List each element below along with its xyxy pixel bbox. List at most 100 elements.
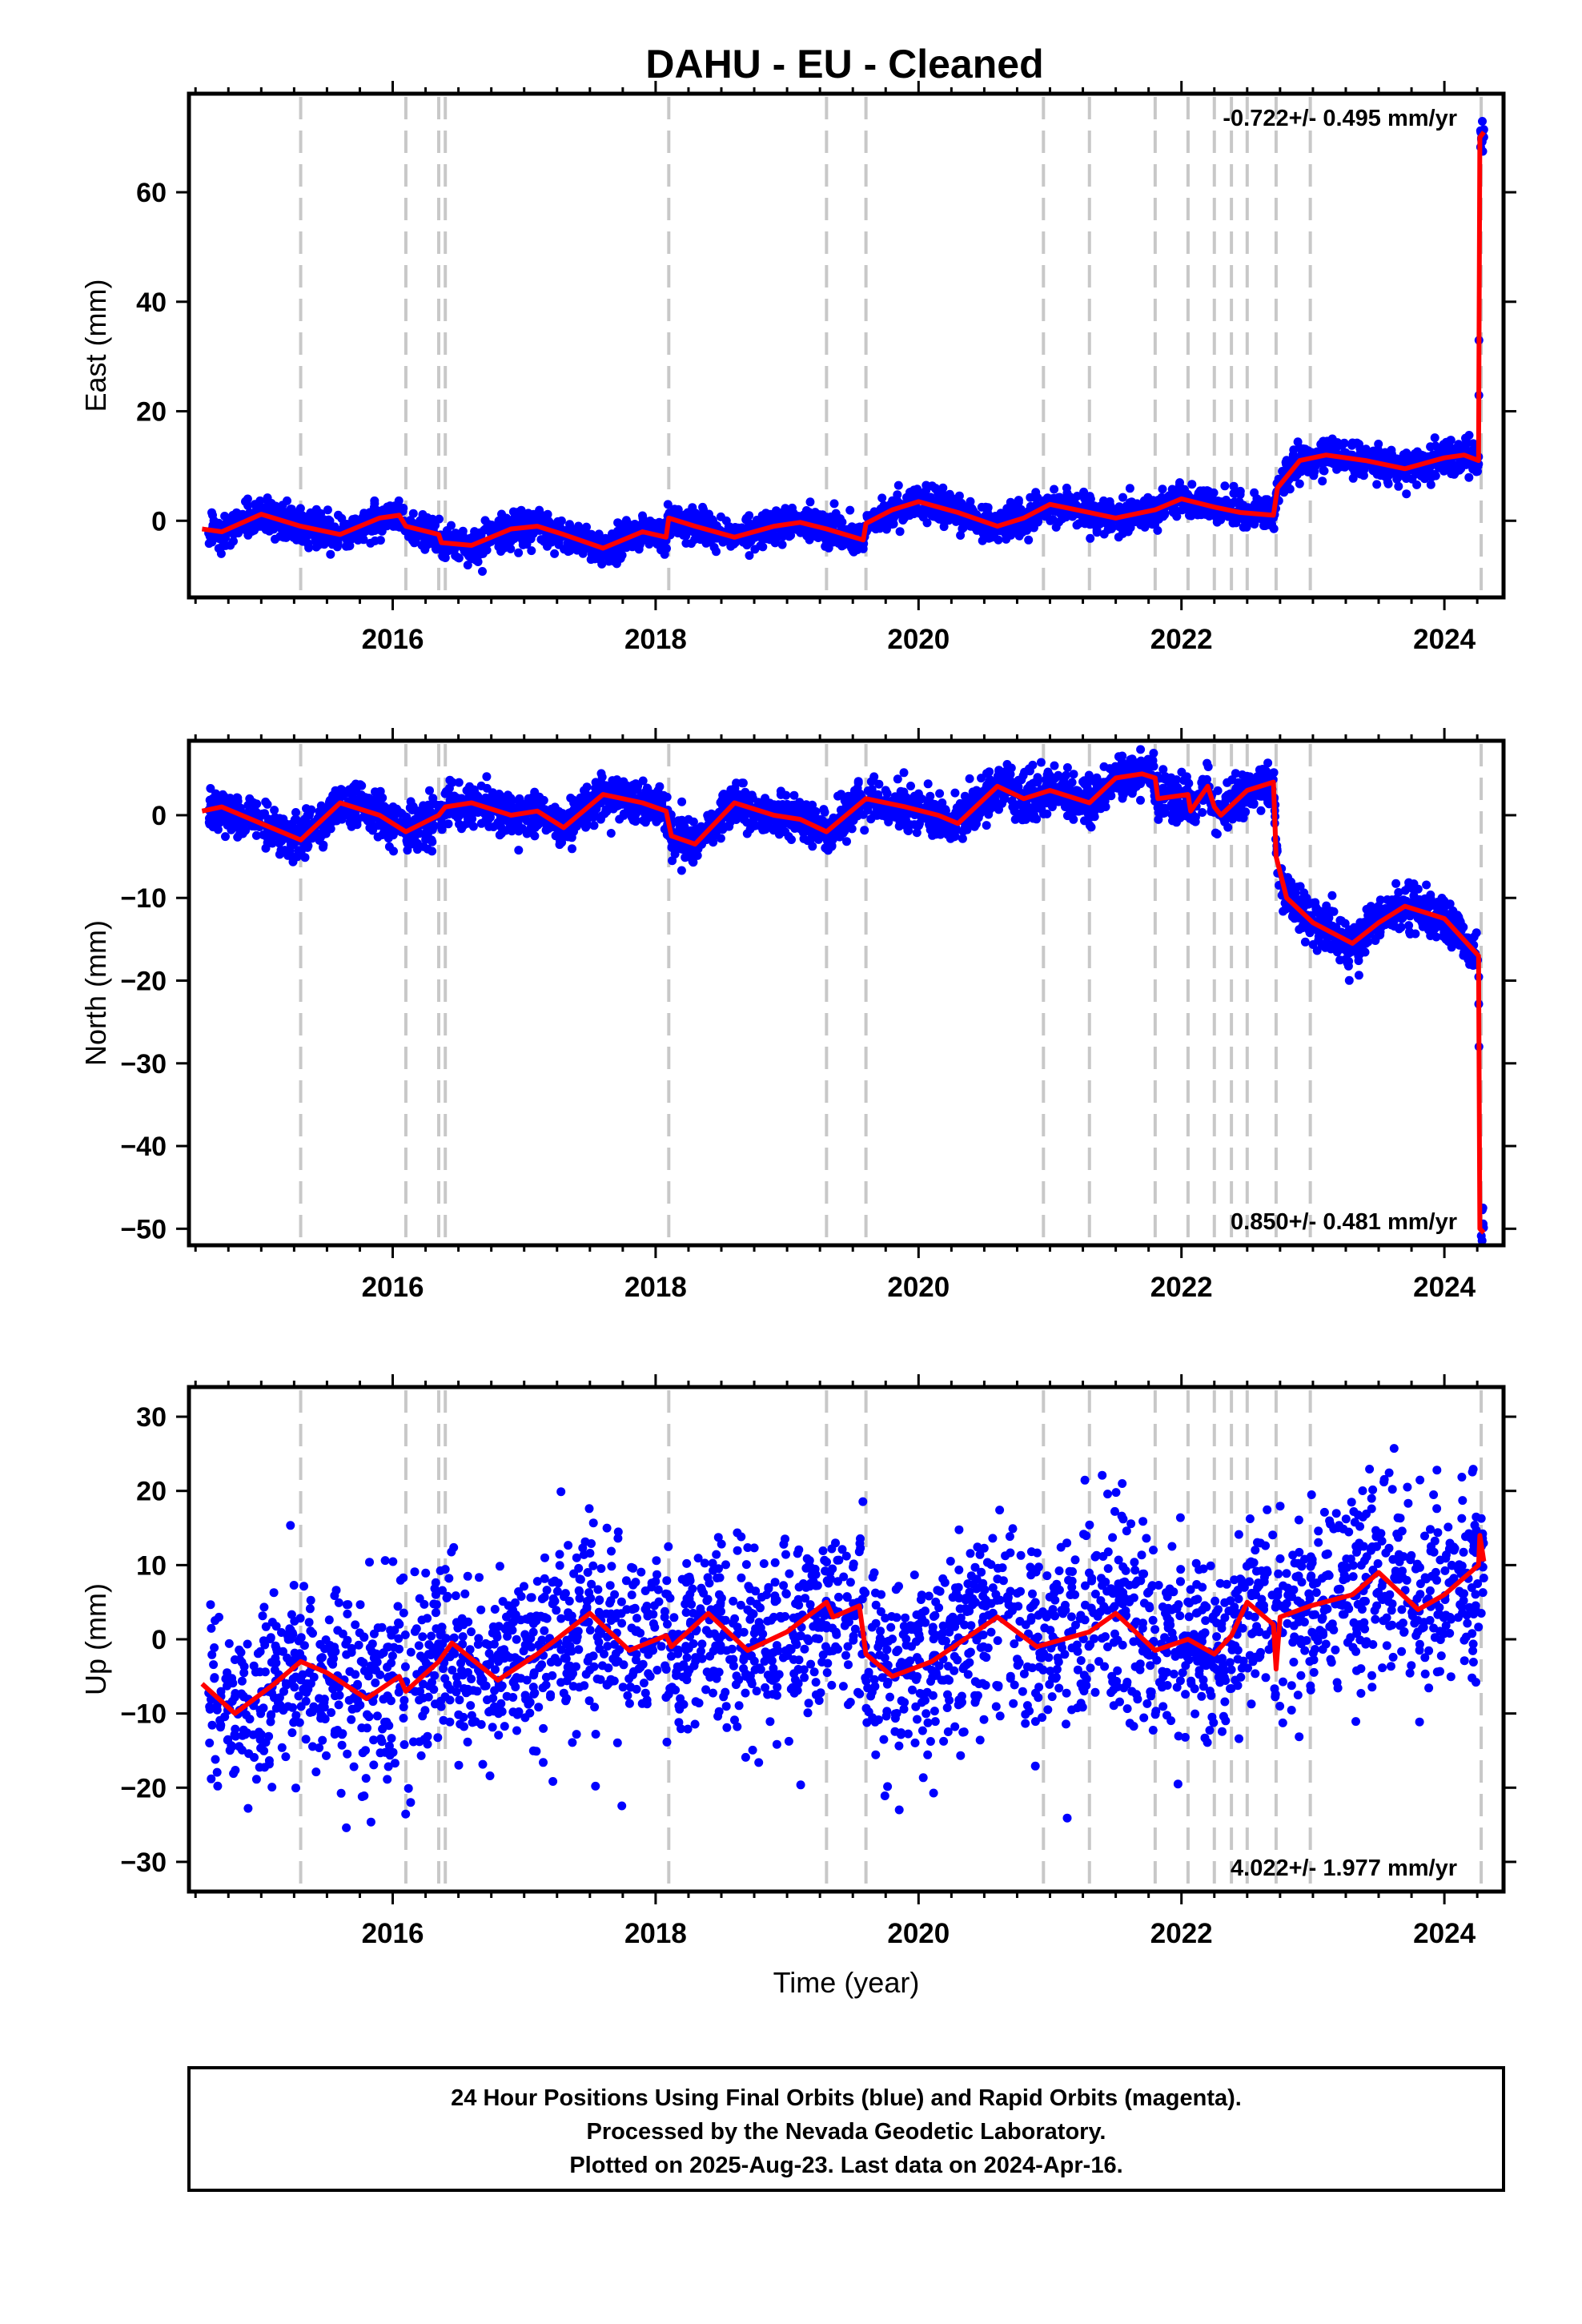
data-point xyxy=(229,537,238,546)
data-point xyxy=(1393,472,1402,481)
data-point xyxy=(476,544,486,553)
data-point xyxy=(1468,439,1478,448)
data-point xyxy=(270,806,279,815)
data-point xyxy=(563,538,572,548)
data-point xyxy=(535,505,544,515)
data-point xyxy=(1472,467,1481,476)
data-point xyxy=(863,786,873,795)
data-point xyxy=(416,516,425,525)
data-point xyxy=(1118,529,1127,538)
data-point xyxy=(708,533,717,543)
east-plot-frame xyxy=(187,91,1506,600)
data-point xyxy=(1101,517,1110,527)
data-point xyxy=(939,522,949,532)
data-point xyxy=(1027,520,1036,529)
data-point xyxy=(582,522,591,532)
data-point xyxy=(845,505,855,515)
data-point xyxy=(848,546,857,556)
data-point xyxy=(657,541,667,551)
data-point xyxy=(218,541,227,551)
data-point xyxy=(958,524,967,533)
data-point xyxy=(933,496,942,505)
data-point xyxy=(204,539,214,549)
data-point xyxy=(898,516,908,525)
data-point xyxy=(1461,460,1471,469)
data-point xyxy=(527,546,536,556)
data-point xyxy=(631,524,640,533)
data-point xyxy=(442,526,452,535)
data-point xyxy=(608,533,618,541)
data-point xyxy=(366,524,375,533)
data-point xyxy=(1050,485,1059,494)
data-point xyxy=(1054,493,1063,502)
data-point xyxy=(660,549,669,559)
data-point xyxy=(610,552,620,561)
data-point xyxy=(1220,481,1230,491)
data-point xyxy=(1186,511,1196,521)
data-point xyxy=(482,772,492,782)
data-point xyxy=(1412,480,1422,489)
data-point xyxy=(1394,481,1403,491)
data-point xyxy=(1316,440,1326,449)
data-point xyxy=(692,530,701,540)
y-tick-label: 40 xyxy=(136,287,167,318)
data-point xyxy=(1091,518,1101,528)
data-point xyxy=(821,517,831,526)
data-point xyxy=(326,549,335,559)
data-point xyxy=(343,535,352,545)
data-point xyxy=(554,540,564,549)
data-point xyxy=(1158,485,1167,494)
data-point xyxy=(805,497,815,507)
data-point xyxy=(1204,487,1214,496)
data-point xyxy=(1323,441,1333,451)
data-point xyxy=(904,492,913,501)
data-point xyxy=(258,516,267,525)
data-point xyxy=(1241,514,1251,524)
data-point xyxy=(781,504,790,513)
data-point xyxy=(1300,937,1310,947)
data-point xyxy=(956,531,966,540)
data-point xyxy=(1138,521,1147,530)
y-tick-label: 0 xyxy=(151,506,167,537)
data-point xyxy=(1139,496,1149,505)
data-point xyxy=(1266,516,1275,525)
data-point xyxy=(1127,754,1137,764)
data-point xyxy=(1307,448,1316,457)
data-point xyxy=(283,529,292,538)
data-point xyxy=(765,533,774,543)
data-point xyxy=(1069,770,1078,779)
data-point xyxy=(1464,472,1474,482)
data-point xyxy=(1295,479,1304,489)
data-point xyxy=(478,567,487,576)
data-point xyxy=(934,513,942,522)
data-point xyxy=(892,510,901,519)
data-point xyxy=(1455,465,1464,475)
data-point xyxy=(750,545,760,554)
data-point xyxy=(483,525,492,534)
data-point xyxy=(550,549,560,558)
data-point xyxy=(279,507,288,517)
data-point xyxy=(469,533,479,543)
data-point xyxy=(1472,928,1481,938)
data-point xyxy=(1318,476,1327,486)
data-point xyxy=(1419,474,1429,484)
data-point xyxy=(458,526,468,536)
data-point xyxy=(965,774,974,783)
x-tick-label: 2020 xyxy=(887,624,950,655)
data-point xyxy=(568,527,578,537)
x-tick-label: 2022 xyxy=(1150,624,1213,655)
data-point xyxy=(1070,496,1079,505)
data-point xyxy=(1295,443,1304,452)
data-point xyxy=(1229,489,1239,498)
data-point xyxy=(267,501,277,510)
data-point xyxy=(966,497,975,506)
data-point xyxy=(207,508,216,517)
data-point xyxy=(1114,507,1124,517)
data-point xyxy=(1344,975,1354,985)
data-point xyxy=(1031,488,1041,497)
data-point xyxy=(514,846,524,855)
data-point xyxy=(895,527,905,537)
